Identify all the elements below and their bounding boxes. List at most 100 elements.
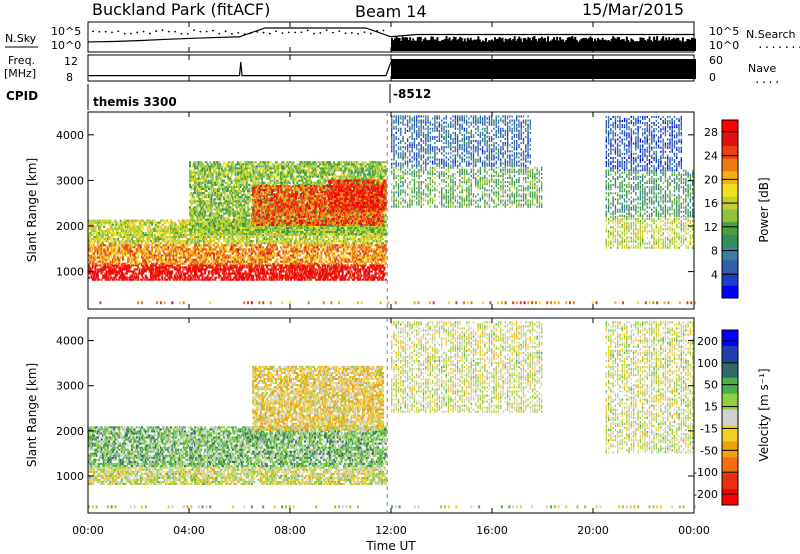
data-cell <box>108 266 111 269</box>
data-cell <box>158 274 161 277</box>
noise-search-bar <box>453 36 456 51</box>
data-cell <box>202 244 205 247</box>
data-cell <box>88 266 90 269</box>
data-cell <box>368 272 371 275</box>
data-cell <box>367 270 370 273</box>
nave-bar <box>653 59 656 79</box>
data-cell <box>212 248 215 251</box>
data-cell <box>353 274 356 277</box>
data-cell <box>221 252 224 255</box>
data-cell <box>297 272 300 275</box>
data-cell <box>365 256 368 259</box>
data-cell <box>152 219 155 222</box>
data-cell <box>141 254 144 257</box>
data-cell <box>153 258 156 261</box>
data-cell <box>173 252 176 255</box>
data-cell <box>214 236 217 239</box>
data-cell <box>238 272 241 275</box>
data-cell <box>93 238 96 241</box>
data-cell <box>329 272 332 275</box>
data-cell <box>146 266 149 269</box>
data-cell <box>210 272 213 275</box>
data-cell <box>120 221 123 224</box>
data-cell <box>230 268 233 271</box>
noise-search-bar <box>403 37 406 51</box>
data-cell <box>98 238 101 241</box>
data-cell <box>144 236 147 239</box>
data-cell <box>229 250 232 253</box>
data-cell <box>94 250 97 253</box>
data-cell <box>209 240 212 243</box>
data-cell <box>383 248 386 251</box>
data-cell <box>124 264 127 267</box>
data-cell <box>223 246 226 249</box>
data-cell <box>365 246 368 249</box>
data-cell <box>205 258 208 261</box>
data-cell <box>182 223 185 226</box>
data-cell <box>151 264 154 267</box>
data-cell <box>353 244 356 247</box>
data-cell <box>236 242 239 245</box>
data-cell <box>293 229 296 232</box>
noise-search-bar <box>680 41 683 51</box>
data-cell <box>364 258 367 261</box>
data-cell <box>98 268 101 271</box>
data-cell <box>159 272 162 275</box>
data-cell <box>279 238 282 241</box>
data-cell <box>186 229 189 232</box>
nsearch-dot <box>294 31 296 34</box>
data-cell <box>157 256 160 259</box>
data-cell <box>301 260 304 263</box>
data-cell <box>110 244 113 247</box>
data-cell <box>233 266 236 269</box>
data-cell <box>370 266 373 269</box>
data-cell <box>166 252 169 255</box>
data-cell <box>154 256 157 259</box>
data-cell <box>125 262 128 265</box>
data-cell <box>242 236 245 239</box>
data-cell <box>123 219 126 222</box>
data-cell <box>324 266 327 269</box>
data-cell <box>139 229 142 232</box>
data-cell <box>157 276 160 279</box>
data-cell <box>334 264 337 267</box>
data-cell <box>268 250 271 253</box>
data-cell <box>88 238 90 241</box>
data-cell <box>231 256 234 259</box>
data-cell <box>173 266 176 269</box>
data-cell <box>151 256 154 259</box>
data-cell <box>234 244 237 247</box>
data-cell <box>125 250 128 253</box>
nave-bar <box>569 59 572 79</box>
data-cell <box>163 254 166 257</box>
data-cell <box>172 231 175 234</box>
data-cell <box>356 278 359 281</box>
data-cell <box>345 252 348 255</box>
data-cell <box>104 250 107 253</box>
noise-search-bar <box>400 40 403 51</box>
data-cell <box>108 256 111 259</box>
data-cell <box>219 260 222 263</box>
data-cell <box>292 272 295 275</box>
data-cell <box>124 278 127 281</box>
data-cell <box>175 240 178 243</box>
nave-bar <box>468 59 471 79</box>
data-cell <box>125 227 128 230</box>
data-cell <box>98 240 101 243</box>
nave-bar <box>677 59 680 79</box>
data-cell <box>110 248 113 251</box>
data-cell <box>91 223 94 226</box>
data-cell <box>252 246 255 249</box>
data-cell <box>249 270 252 273</box>
data-cell <box>221 246 224 249</box>
data-cell <box>216 256 219 259</box>
data-cell <box>118 260 121 263</box>
data-cell <box>89 272 92 275</box>
data-cell <box>235 258 238 261</box>
data-cell <box>272 268 275 271</box>
data-cell <box>225 272 228 275</box>
nsearch-dot <box>205 30 208 33</box>
data-cell <box>120 229 123 232</box>
data-cell <box>95 233 98 237</box>
data-cell <box>307 274 310 277</box>
